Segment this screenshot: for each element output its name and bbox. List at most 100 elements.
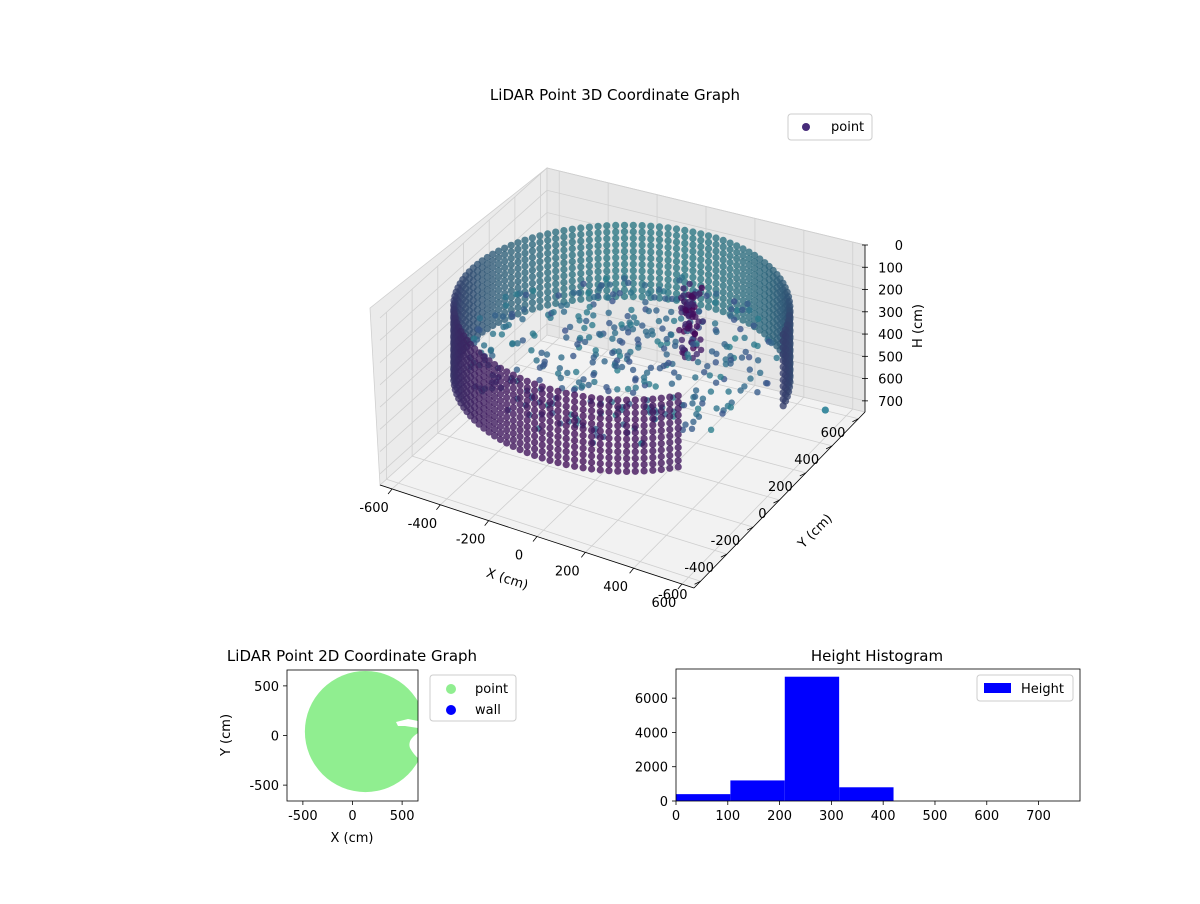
point-3d [531, 451, 539, 459]
point-3d [514, 271, 522, 279]
point-3d [570, 352, 577, 360]
point-3d [503, 394, 511, 402]
point-3d [509, 423, 517, 431]
point-3d [613, 357, 621, 364]
x-tick-3d-4 [580, 552, 586, 558]
point-3d [503, 407, 511, 415]
point-3d [768, 339, 775, 347]
point-3d [629, 280, 637, 288]
point-3d [623, 448, 631, 456]
point-3d [571, 391, 579, 399]
point-3d [598, 282, 605, 289]
point-3d [614, 386, 621, 393]
point-3d [571, 423, 579, 431]
point-3d [605, 467, 613, 475]
point-3d [581, 338, 589, 346]
z-axis-label-3d: H (cm) [911, 304, 926, 348]
point-3d [614, 409, 622, 417]
point-3d [653, 307, 660, 314]
point-3d [655, 286, 663, 293]
point-3d [500, 323, 507, 331]
legend-box-hist [976, 674, 1074, 702]
point-3d [546, 430, 554, 439]
point-3d [609, 335, 616, 342]
point-3d [744, 300, 751, 307]
y-tick-label-3d-0: -600 [658, 588, 688, 603]
point-3d [536, 376, 543, 384]
point-3d [496, 435, 505, 444]
point-3d [562, 435, 570, 443]
point-3d [491, 367, 499, 375]
point-3d [733, 248, 741, 256]
point-3d [509, 340, 516, 348]
y-tick-label-3d-5: 400 [794, 453, 819, 468]
point-3d [746, 366, 753, 373]
point-3d [568, 245, 576, 253]
point-3d [594, 242, 602, 250]
point-3d [751, 297, 759, 305]
point-3d [754, 357, 762, 364]
histogram-bar-1 [730, 780, 785, 801]
point-3d [630, 314, 638, 321]
point-3d [664, 230, 672, 238]
point-3d [507, 241, 515, 249]
point-3d [672, 257, 681, 265]
point-3d [685, 354, 692, 361]
point-3d [531, 393, 539, 401]
x-tick-label-hist-1: 100 [715, 809, 740, 824]
point-3d [530, 287, 537, 295]
point-3d [697, 243, 705, 251]
z-tick-label-3d-2: 200 [878, 284, 903, 299]
point-3d [638, 293, 646, 301]
point-3d [528, 234, 537, 242]
point-3d [503, 433, 511, 441]
point-3d [732, 335, 739, 342]
point-3d [739, 258, 747, 266]
point-3d [652, 383, 659, 390]
point-3d [568, 264, 576, 272]
point-3d [638, 222, 646, 230]
point-3d [666, 412, 674, 421]
chart-3d: LiDAR Point 3D Coordinate Graph -600 -400… [359, 86, 926, 611]
y-tick-label-3d-6: 600 [821, 426, 846, 441]
point-3d [583, 317, 590, 325]
point-3d [631, 461, 639, 469]
point-3d [664, 269, 672, 277]
point-3d [531, 387, 539, 395]
point-3d [612, 260, 620, 268]
point-3d [521, 269, 529, 277]
point-3d [666, 432, 674, 440]
point-3d [495, 286, 503, 294]
point-3d [596, 414, 604, 422]
point-3d [516, 439, 524, 447]
point-3d [495, 266, 503, 275]
point-3d [485, 383, 493, 391]
point-3d [612, 254, 620, 262]
point-3d [657, 452, 665, 461]
point-3d [605, 441, 613, 449]
point-3d [745, 280, 753, 289]
point-3d [574, 341, 581, 348]
point-3d [596, 440, 604, 448]
point-3d [531, 332, 538, 339]
x-tick-label-hist-4: 400 [871, 809, 896, 824]
point-3d [509, 410, 517, 418]
point-3d [779, 395, 787, 403]
point-3d [689, 241, 697, 249]
point-3d [745, 248, 753, 256]
point-3d [509, 416, 517, 425]
point-3d [751, 277, 759, 285]
point-3d [678, 344, 686, 351]
point-3d [657, 459, 665, 467]
point-3d [516, 446, 524, 454]
point-3d [568, 225, 576, 233]
point-3d [585, 249, 594, 257]
point-3d [726, 291, 734, 299]
point-3d [577, 243, 585, 251]
point-3d [554, 400, 562, 408]
point-3d [605, 387, 612, 395]
point-3d [538, 454, 546, 462]
point-3d [538, 415, 546, 423]
point-3d-outlier [821, 406, 829, 414]
point-3d [563, 301, 571, 308]
